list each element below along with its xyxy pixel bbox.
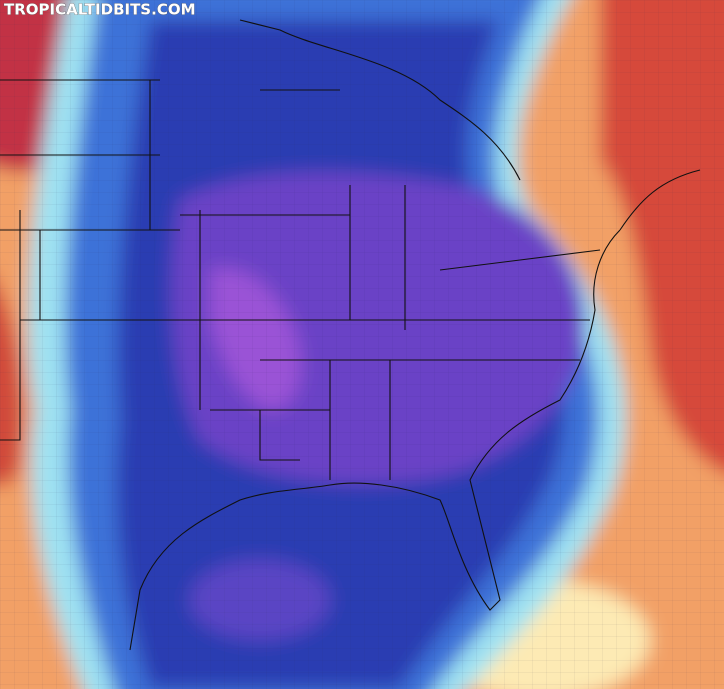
coastline bbox=[129, 229, 621, 651]
boundaries bbox=[0, 19, 701, 651]
state-lines bbox=[0, 79, 601, 480]
northeast-border bbox=[239, 19, 701, 231]
watermark: TROPICALTIDBITS.COM bbox=[4, 1, 196, 19]
